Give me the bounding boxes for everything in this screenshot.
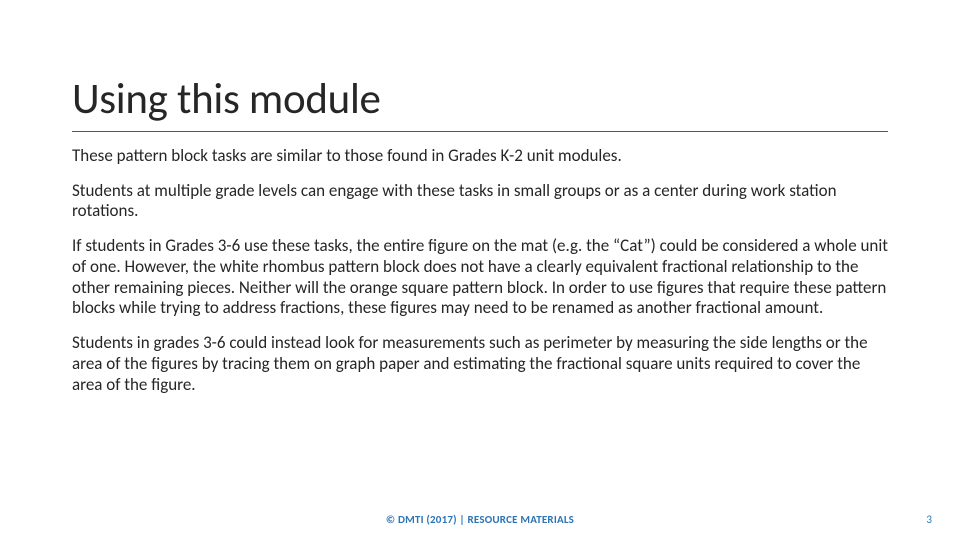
paragraph: Students at multiple grade levels can en… — [72, 181, 888, 222]
slide-title: Using this module — [72, 72, 888, 125]
footer-copyright: © DMTI (2017) | RESOURCE MATERIALS — [0, 513, 960, 526]
slide-body: These pattern block tasks are similar to… — [72, 146, 888, 395]
slide: Using this module These pattern block ta… — [0, 0, 960, 540]
page-number: 3 — [926, 513, 932, 526]
paragraph: If students in Grades 3-6 use these task… — [72, 236, 888, 319]
paragraph: Students in grades 3-6 could instead loo… — [72, 333, 888, 395]
title-underline — [72, 131, 888, 132]
paragraph: These pattern block tasks are similar to… — [72, 146, 888, 167]
